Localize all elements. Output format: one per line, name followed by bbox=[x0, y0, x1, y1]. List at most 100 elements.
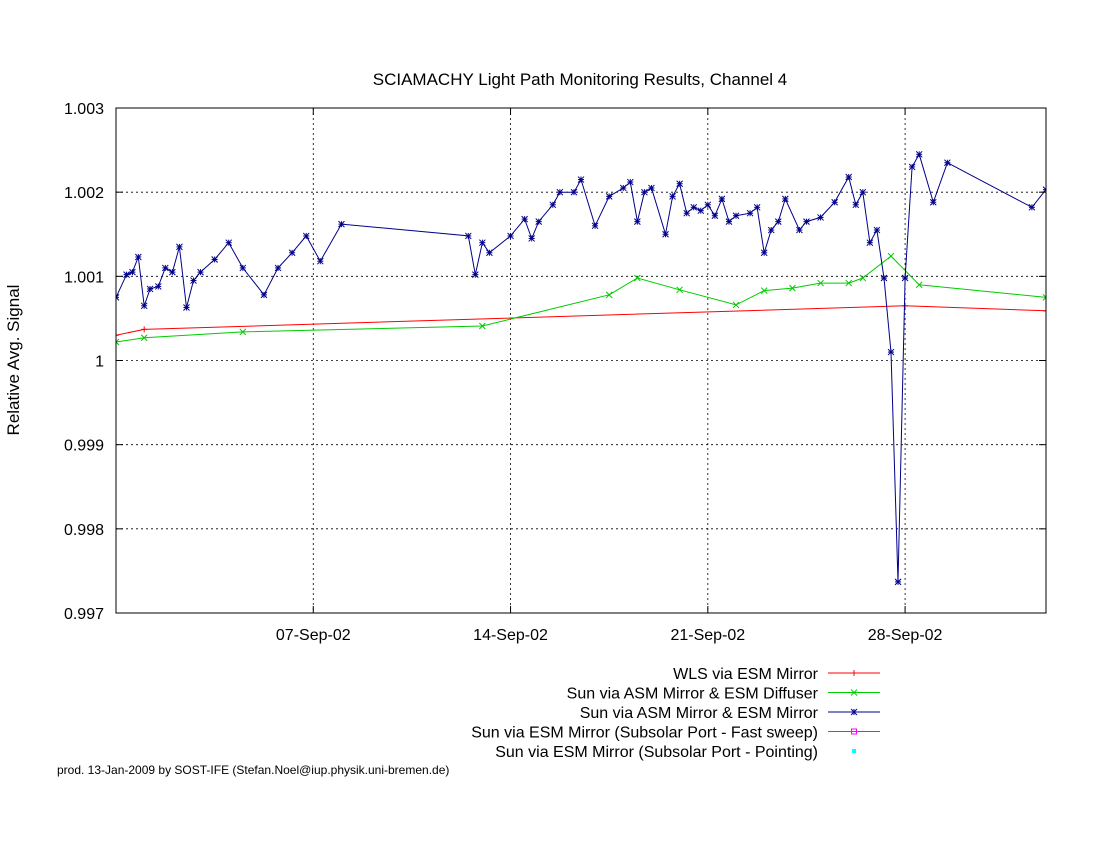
data-point bbox=[123, 271, 130, 279]
series-line bbox=[116, 153, 1046, 582]
data-point bbox=[634, 274, 641, 282]
y-tick-label: 0.997 bbox=[64, 606, 104, 623]
data-point bbox=[697, 207, 705, 215]
data-point bbox=[225, 239, 233, 247]
data-point bbox=[634, 218, 641, 225]
data-point bbox=[845, 173, 853, 181]
data-point bbox=[605, 193, 613, 200]
data-point bbox=[1043, 307, 1046, 314]
data-point bbox=[274, 264, 282, 272]
legend-marker bbox=[851, 670, 857, 676]
legend-marker bbox=[852, 749, 856, 753]
data-point bbox=[1028, 203, 1036, 211]
data-point bbox=[591, 222, 599, 230]
x-tick-label: 28-Sep-02 bbox=[868, 627, 943, 644]
data-point bbox=[626, 178, 634, 186]
data-point bbox=[641, 188, 648, 196]
data-point bbox=[915, 281, 923, 289]
data-point bbox=[859, 188, 867, 196]
data-point bbox=[887, 252, 895, 260]
data-point bbox=[648, 184, 655, 192]
data-point bbox=[902, 302, 909, 309]
legend-label: Sun via ASM Mirror & ESM Diffuser bbox=[567, 686, 819, 703]
data-point bbox=[479, 239, 486, 247]
data-point bbox=[239, 264, 247, 272]
data-point bbox=[129, 268, 136, 276]
data-point bbox=[1042, 294, 1046, 301]
y-axis-label: Relative Avg. Signal bbox=[4, 285, 23, 436]
data-point bbox=[831, 198, 838, 206]
data-point bbox=[711, 212, 719, 220]
data-point bbox=[316, 257, 324, 265]
data-point bbox=[894, 578, 902, 586]
data-point bbox=[577, 176, 585, 183]
y-tick-label: 0.999 bbox=[64, 438, 104, 455]
data-point bbox=[774, 218, 782, 225]
chart-title: SCIAMACHY Light Path Monitoring Results,… bbox=[373, 70, 788, 89]
data-point bbox=[789, 284, 796, 292]
data-point bbox=[781, 195, 789, 203]
data-point bbox=[116, 332, 119, 339]
data-point bbox=[154, 283, 162, 290]
data-point bbox=[486, 249, 493, 257]
data-point bbox=[760, 249, 768, 257]
data-point bbox=[859, 274, 867, 282]
data-point bbox=[161, 264, 169, 272]
data-point bbox=[197, 268, 204, 276]
data-point bbox=[852, 201, 860, 209]
data-point bbox=[803, 218, 810, 225]
data-point bbox=[732, 301, 740, 309]
series-line bbox=[116, 305, 1046, 336]
data-point bbox=[169, 268, 176, 276]
data-point bbox=[887, 348, 895, 356]
data-point bbox=[556, 188, 564, 196]
series-line bbox=[116, 255, 1046, 343]
data-point bbox=[746, 209, 754, 217]
data-point bbox=[944, 159, 951, 167]
grid-layer bbox=[116, 108, 1046, 613]
credit-footer: prod. 13-Jan-2009 by SOST-IFE (Stefan.No… bbox=[57, 763, 450, 777]
data-point bbox=[535, 218, 543, 225]
tick-layer: 0.997 0.998 0.999 1 1.001 1.002 1.003 07-Sep-02… bbox=[64, 101, 1046, 644]
data-point bbox=[845, 279, 853, 287]
legend-label: Sun via ESM Mirror (Subsolar Port - Fast… bbox=[471, 725, 818, 742]
legend-marker bbox=[850, 708, 858, 716]
data-point bbox=[908, 163, 916, 171]
x-tick-label: 21-Sep-02 bbox=[670, 627, 745, 644]
series-3 bbox=[116, 150, 1046, 586]
legend-label: Sun via ESM Mirror (Subsolar Port - Poin… bbox=[495, 744, 818, 761]
data-point bbox=[176, 243, 183, 251]
x-tick-label: 14-Sep-02 bbox=[473, 627, 548, 644]
y-tick-label: 1.001 bbox=[64, 269, 104, 286]
data-point bbox=[549, 201, 557, 209]
y-tick-label: 0.998 bbox=[64, 522, 104, 539]
data-point bbox=[134, 253, 142, 261]
data-point bbox=[817, 279, 824, 287]
data-point bbox=[140, 302, 148, 310]
data-point bbox=[619, 184, 627, 192]
y-tick-label: 1 bbox=[95, 354, 104, 371]
data-point bbox=[760, 287, 768, 294]
data-point bbox=[116, 294, 120, 301]
data-point bbox=[260, 291, 268, 299]
data-point bbox=[146, 285, 154, 293]
data-point bbox=[880, 274, 888, 282]
data-point bbox=[753, 203, 761, 211]
data-point bbox=[690, 203, 698, 211]
data-point bbox=[605, 291, 613, 299]
data-point bbox=[817, 214, 824, 221]
data-point bbox=[116, 338, 120, 346]
data-point bbox=[507, 232, 514, 240]
data-point bbox=[929, 198, 937, 206]
data-point bbox=[528, 235, 536, 242]
data-point bbox=[1042, 186, 1046, 193]
y-tick-label: 1.002 bbox=[64, 185, 104, 202]
x-tick-label: 07-Sep-02 bbox=[276, 627, 351, 644]
data-point bbox=[464, 232, 472, 240]
data-point bbox=[211, 256, 218, 263]
data-point bbox=[570, 188, 578, 196]
legend-marker bbox=[851, 728, 857, 735]
data-point bbox=[866, 239, 874, 247]
y-tick-label: 1.003 bbox=[64, 101, 104, 118]
